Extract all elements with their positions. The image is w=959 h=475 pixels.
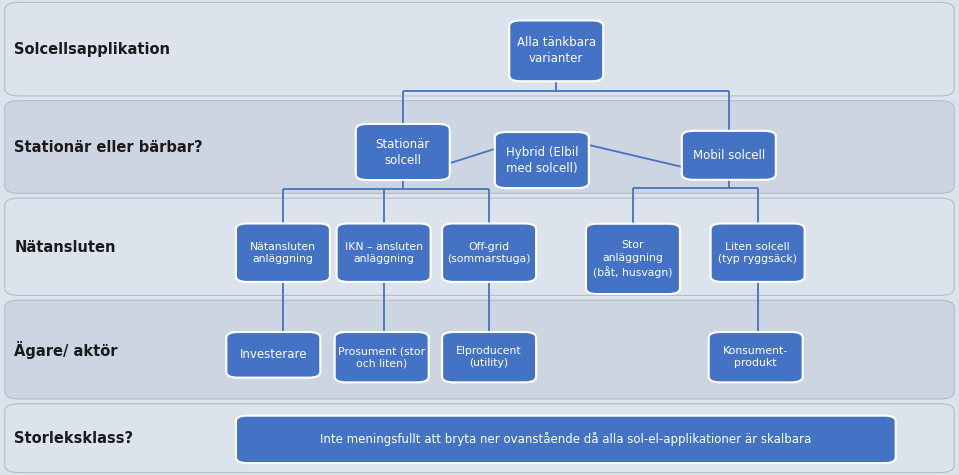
- FancyBboxPatch shape: [586, 224, 680, 294]
- FancyBboxPatch shape: [495, 132, 589, 188]
- Text: Nätansluten
anläggning: Nätansluten anläggning: [250, 241, 316, 264]
- Text: Hybrid (Elbil
med solcell): Hybrid (Elbil med solcell): [505, 145, 578, 175]
- FancyBboxPatch shape: [711, 223, 805, 282]
- Text: Nätansluten: Nätansluten: [14, 239, 116, 255]
- FancyBboxPatch shape: [442, 332, 536, 382]
- FancyBboxPatch shape: [5, 198, 954, 295]
- Text: Alla tänkbara
varianter: Alla tänkbara varianter: [517, 36, 596, 66]
- FancyBboxPatch shape: [335, 332, 429, 382]
- FancyBboxPatch shape: [236, 223, 330, 282]
- FancyBboxPatch shape: [709, 332, 803, 382]
- Text: Elproducent
(utility): Elproducent (utility): [456, 346, 522, 369]
- FancyBboxPatch shape: [5, 2, 954, 96]
- Text: Off-grid
(sommarstuga): Off-grid (sommarstuga): [447, 241, 531, 264]
- FancyBboxPatch shape: [356, 124, 450, 180]
- Text: Inte meningsfullt att bryta ner ovanstående då alla sol-el-applikationer är skal: Inte meningsfullt att bryta ner ovanståe…: [320, 432, 811, 446]
- FancyBboxPatch shape: [5, 300, 954, 399]
- Text: Ägare/ aktör: Ägare/ aktör: [14, 341, 118, 359]
- FancyBboxPatch shape: [226, 332, 320, 378]
- Text: Konsument-
produkt: Konsument- produkt: [723, 346, 788, 369]
- Text: Storleksklass?: Storleksklass?: [14, 431, 133, 446]
- FancyBboxPatch shape: [509, 20, 603, 81]
- Text: Liten solcell
(typ ryggsäck): Liten solcell (typ ryggsäck): [718, 241, 797, 264]
- Text: Stor
anläggning
(båt, husvagn): Stor anläggning (båt, husvagn): [594, 240, 672, 277]
- Text: Stationär
solcell: Stationär solcell: [376, 137, 430, 167]
- Text: Mobil solcell: Mobil solcell: [692, 149, 765, 162]
- Text: Solcellsapplikation: Solcellsapplikation: [14, 42, 171, 57]
- FancyBboxPatch shape: [5, 404, 954, 473]
- Text: Stationär eller bärbar?: Stationär eller bärbar?: [14, 140, 203, 155]
- Text: Investerare: Investerare: [240, 348, 307, 361]
- Text: Prosument (stor
och liten): Prosument (stor och liten): [339, 346, 425, 369]
- FancyBboxPatch shape: [442, 223, 536, 282]
- Text: IKN – ansluten
anläggning: IKN – ansluten anläggning: [344, 241, 423, 264]
- FancyBboxPatch shape: [682, 131, 776, 180]
- FancyBboxPatch shape: [337, 223, 431, 282]
- FancyBboxPatch shape: [5, 101, 954, 193]
- FancyBboxPatch shape: [236, 416, 896, 463]
